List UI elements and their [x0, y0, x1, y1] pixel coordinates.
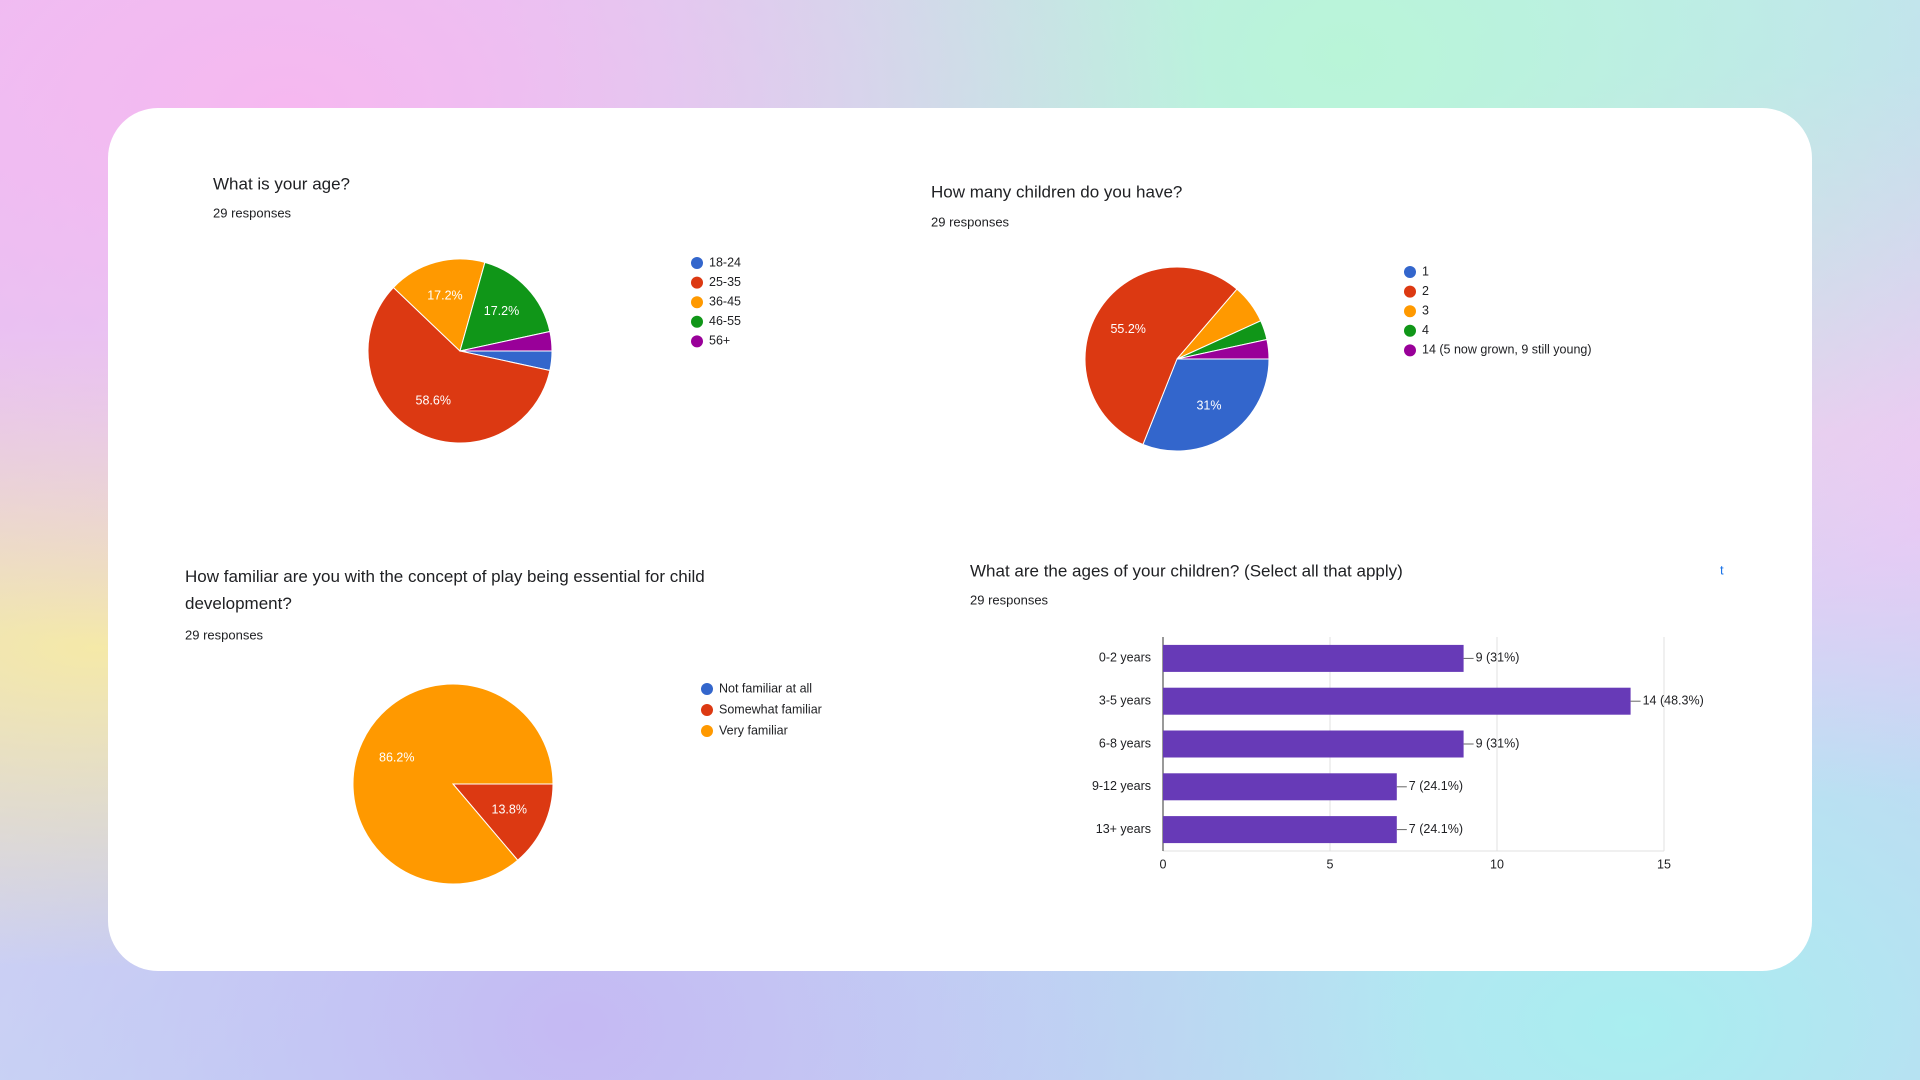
pie-slice [1084, 266, 1238, 446]
legend-swatch [1404, 324, 1416, 337]
legend-swatch [1404, 305, 1416, 318]
x-tick-label: 5 [1327, 857, 1334, 871]
pie-slice [352, 683, 554, 885]
card [108, 108, 1812, 971]
value-label: 7 (24.1%) [1409, 779, 1463, 793]
bar [1163, 687, 1631, 715]
pie-slice [459, 261, 551, 352]
legend-label: 4 [1422, 323, 1429, 337]
y-tick-label: 13+ years [1096, 822, 1151, 836]
legend-label: 2 [1422, 284, 1429, 298]
pie-slice [392, 258, 486, 352]
legend-swatch [1404, 344, 1416, 357]
legend-label: Very familiar [719, 723, 788, 737]
legend-label: 25-35 [709, 275, 741, 289]
value-label: 14 (48.3%) [1643, 693, 1704, 707]
legend-swatch [691, 257, 703, 269]
slice-label: 17.2% [427, 288, 462, 302]
legend-swatch [701, 683, 713, 695]
bar [1163, 816, 1397, 844]
pie-slice [459, 330, 553, 352]
slice-label: 13.8% [492, 802, 527, 816]
x-tick-label: 0 [1160, 857, 1167, 871]
legend-label: 18-24 [709, 255, 741, 269]
chart-subtitle: 29 responses [970, 592, 1049, 607]
chart-subtitle: 29 responses [931, 214, 1010, 229]
chart-title: How familiar are you with the concept of… [185, 567, 705, 613]
y-tick-label: 6-8 years [1099, 736, 1151, 750]
legend-swatch [691, 315, 703, 328]
pie-slice [1176, 338, 1270, 360]
pie-slice [367, 286, 551, 444]
value-label: 9 (31%) [1476, 736, 1520, 750]
slice-label: 58.6% [416, 394, 451, 408]
bar [1163, 730, 1464, 758]
legend-label: 3 [1422, 303, 1429, 317]
bar [1163, 773, 1397, 801]
x-tick-label: 15 [1657, 857, 1671, 871]
legend-label: Somewhat familiar [719, 702, 822, 716]
chart-title: What are the ages of your children? (Sel… [970, 561, 1403, 580]
legend-label: 14 (5 now grown, 9 still young) [1422, 343, 1592, 357]
y-tick-label: 9-12 years [1092, 779, 1151, 793]
value-label: 9 (31%) [1476, 651, 1520, 665]
legend-swatch [701, 725, 713, 737]
legend-swatch [701, 704, 713, 716]
slice-label: 31% [1196, 399, 1221, 413]
legend-label: 56+ [709, 334, 730, 348]
legend-label: Not familiar at all [719, 681, 812, 695]
bar [1163, 644, 1464, 672]
legend-swatch [691, 335, 703, 348]
slice-label: 86.2% [379, 750, 414, 764]
legend-label: 36-45 [709, 294, 741, 308]
x-tick-label: 10 [1490, 857, 1504, 871]
value-label: 7 (24.1%) [1409, 822, 1463, 836]
legend-label: 1 [1422, 264, 1429, 278]
pie-slice [1142, 358, 1270, 452]
legend-swatch [1404, 266, 1416, 278]
legend-swatch [1404, 285, 1416, 298]
pie-slice [451, 783, 554, 861]
chart-subtitle: 29 responses [213, 205, 292, 220]
legend-label: 46-55 [709, 314, 741, 328]
y-tick-label: 3-5 years [1099, 693, 1151, 707]
legend-swatch [691, 276, 703, 289]
chart-title: What is your age? [213, 174, 350, 193]
annotation: t [1720, 562, 1724, 577]
y-tick-label: 0-2 years [1099, 651, 1151, 665]
chart-subtitle: 29 responses [185, 627, 264, 642]
slice-label: 17.2% [484, 304, 519, 318]
chart-title: How many children do you have? [931, 182, 1182, 201]
slice-label: 55.2% [1110, 322, 1145, 336]
chart-title-box: How familiar are you with the concept of… [185, 567, 705, 613]
legend-swatch [691, 296, 703, 309]
